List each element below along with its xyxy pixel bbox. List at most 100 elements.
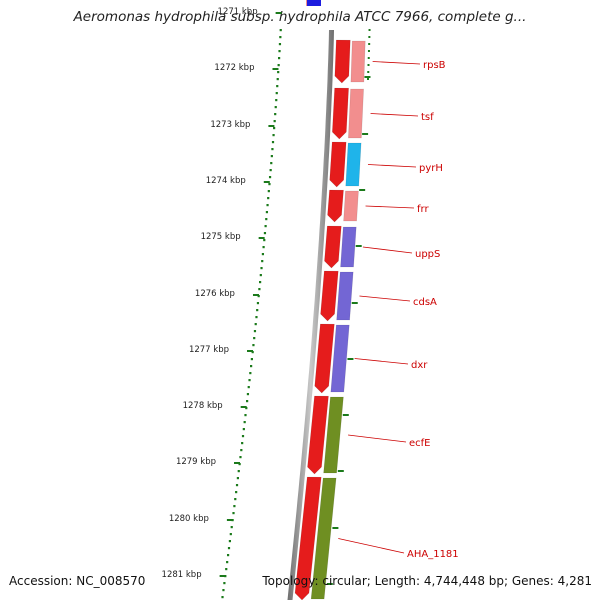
feature-band-AHA_1181[interactable] xyxy=(310,477,337,600)
feature-band-tsf[interactable] xyxy=(348,88,364,139)
axis-dot xyxy=(273,120,276,123)
axis-dot xyxy=(277,71,280,74)
axis-dot xyxy=(228,540,232,543)
tick-label: 1272 kbp xyxy=(214,63,254,73)
axis-dot xyxy=(249,372,252,375)
axis-dot xyxy=(235,484,239,487)
cds-arrow-cdsA[interactable] xyxy=(320,270,339,322)
axis-dot xyxy=(274,113,277,116)
axis-dot xyxy=(235,491,238,494)
axis-dot xyxy=(225,568,228,571)
axis-dot xyxy=(367,57,370,59)
label-leader xyxy=(370,113,419,117)
axis-dot xyxy=(258,288,261,291)
axis-dot xyxy=(270,162,273,165)
axis-dot xyxy=(223,582,226,585)
axis-dot xyxy=(229,533,232,536)
tick-mark-outer xyxy=(332,527,339,529)
gene-label-rpsB[interactable]: rpsB xyxy=(423,60,446,71)
map-title: Aeromonas hydrophila subsp. hydrophila A… xyxy=(73,9,527,25)
axis-dot xyxy=(265,211,269,214)
tick-label: 1275 kbp xyxy=(201,232,241,242)
axis-dot xyxy=(257,295,260,298)
tick-label: 1273 kbp xyxy=(210,120,250,130)
gene-label-ecfE[interactable]: ecfE xyxy=(409,438,431,449)
tick-label: 1281 kbp xyxy=(162,570,202,580)
feature-band-rpsB[interactable] xyxy=(350,40,366,83)
axis-dot xyxy=(221,596,224,599)
axis-dot xyxy=(250,358,253,361)
label-leader xyxy=(359,295,411,302)
gene-label-pyrH[interactable]: pyrH xyxy=(419,163,443,174)
gene-label-frr[interactable]: frr xyxy=(417,204,429,215)
tick-label: 1280 kbp xyxy=(169,514,209,524)
cds-arrow-ecfE[interactable] xyxy=(307,395,329,475)
axis-dot xyxy=(237,470,240,473)
axis-dot xyxy=(268,176,272,179)
axis-dot xyxy=(245,407,248,410)
axis-dot xyxy=(254,323,257,326)
axis-dot xyxy=(253,337,256,340)
feature-band-dxr[interactable] xyxy=(330,324,350,393)
axis-dot xyxy=(236,477,239,480)
tick-mark xyxy=(247,350,254,352)
axis-dot xyxy=(265,218,268,221)
axis-dot xyxy=(252,344,255,347)
axis-dot xyxy=(276,78,279,81)
axis-dot xyxy=(247,386,250,389)
axis-dot xyxy=(261,260,264,263)
axis-dot xyxy=(269,169,272,172)
axis-dot xyxy=(274,106,277,109)
tick-mark-outer xyxy=(347,358,354,360)
feature-band-pyrH[interactable] xyxy=(345,142,362,187)
gene-label-tsf[interactable]: tsf xyxy=(421,112,434,123)
feature-band-ecfE[interactable] xyxy=(323,396,344,474)
cds-arrow-frr[interactable] xyxy=(327,189,344,223)
axis-dot xyxy=(276,85,279,88)
axis-dot xyxy=(243,421,246,424)
feature-band-cdsA[interactable] xyxy=(336,271,354,321)
axis-dot xyxy=(275,99,278,102)
axis-dot xyxy=(255,316,258,319)
tick-label: 1274 kbp xyxy=(206,176,246,186)
gene-label-cdsA[interactable]: cdsA xyxy=(413,297,437,308)
axis-dot xyxy=(241,442,244,445)
axis-dot xyxy=(261,253,265,256)
axis-dot xyxy=(230,526,233,529)
axis-dot xyxy=(241,435,245,438)
feature-band-frr[interactable] xyxy=(343,190,359,222)
axis-dot xyxy=(226,554,230,557)
axis-dot xyxy=(253,330,257,333)
tick-mark-outer xyxy=(355,245,362,247)
axis-dot xyxy=(277,64,280,67)
axis-dot xyxy=(256,302,260,305)
tick-mark xyxy=(268,125,275,127)
cds-arrow-dxr[interactable] xyxy=(314,323,335,394)
tick-mark-outer xyxy=(351,302,358,304)
cds-arrow-rpsB[interactable] xyxy=(334,39,351,84)
axis-dot xyxy=(267,197,270,200)
axis-dot xyxy=(271,141,275,144)
axis-dot xyxy=(264,225,267,228)
axis-dot xyxy=(368,36,371,38)
axis-dot xyxy=(279,29,282,32)
axis-dot xyxy=(272,134,275,137)
axis-dot xyxy=(233,505,236,508)
feature-band-uppS[interactable] xyxy=(340,226,357,268)
cds-arrow-tsf[interactable] xyxy=(332,87,349,140)
label-leader xyxy=(354,358,409,365)
axis-dot xyxy=(277,57,281,60)
tick-mark xyxy=(272,68,279,70)
axis-dot xyxy=(273,127,276,130)
axis-dot xyxy=(275,92,278,95)
axis-dot xyxy=(246,400,249,403)
tick-mark-outer xyxy=(342,414,349,416)
cds-arrow-AHA_1181[interactable] xyxy=(294,476,322,600)
gene-label-AHA_1181[interactable]: AHA_1181 xyxy=(407,549,459,560)
gene-label-dxr[interactable]: dxr xyxy=(411,360,428,371)
cds-arrow-uppS[interactable] xyxy=(324,225,342,269)
axis-dot xyxy=(232,512,235,515)
cds-arrow-pyrH[interactable] xyxy=(329,141,347,188)
gene-label-uppS[interactable]: uppS xyxy=(415,249,440,260)
